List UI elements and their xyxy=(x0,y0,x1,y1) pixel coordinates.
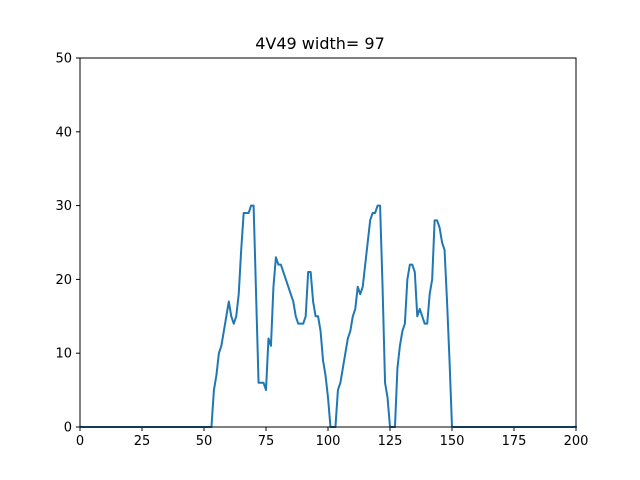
plot-frame xyxy=(79,57,577,428)
x-tick-label: 50 xyxy=(196,434,213,449)
data-line xyxy=(79,204,577,428)
y-tick-label: 40 xyxy=(55,125,72,140)
y-tick-label: 0 xyxy=(64,421,72,436)
x-tick-label: 100 xyxy=(316,434,341,449)
axis-ticks: 0 25 50 75 100 125 150 175 200 0 10 20 30 40 50 xyxy=(55,52,588,450)
y-tick-label: 50 xyxy=(55,52,72,67)
x-tick-label: 175 xyxy=(502,434,527,449)
x-tick-label: 150 xyxy=(440,434,465,449)
x-tick-label: 200 xyxy=(564,434,589,449)
chart-title: 4V49 width= 97 xyxy=(255,34,385,53)
y-tick-label: 10 xyxy=(55,347,72,362)
x-tick-label: 25 xyxy=(134,434,151,449)
y-tick-label: 20 xyxy=(55,273,72,288)
x-tick-label: 75 xyxy=(258,434,275,449)
x-tick-label: 125 xyxy=(378,434,403,449)
y-tick-label: 30 xyxy=(55,199,72,214)
x-tick-label: 0 xyxy=(76,434,84,449)
